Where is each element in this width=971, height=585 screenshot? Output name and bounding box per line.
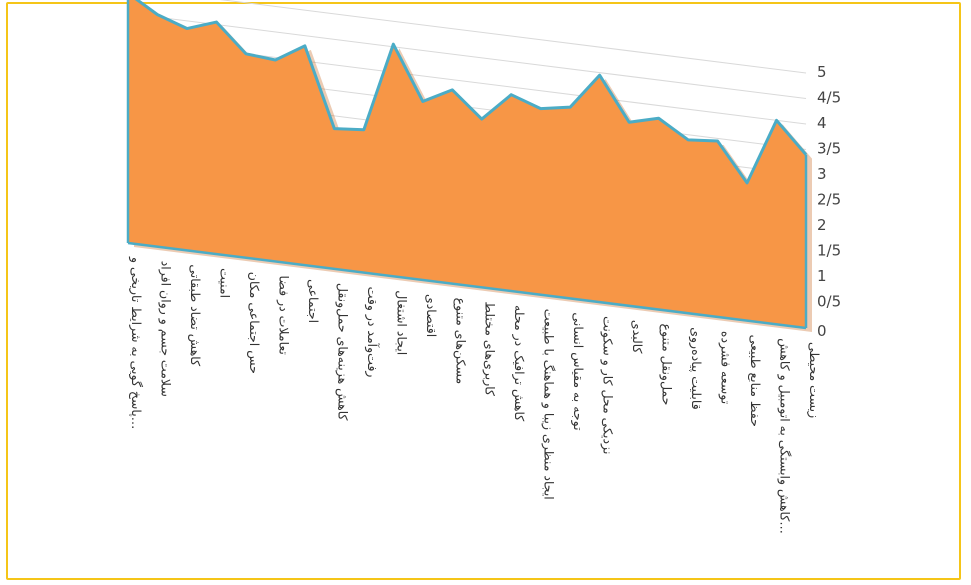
x-tick-label: کاهش هزینه‌های حمل‌ونقل [334, 283, 350, 421]
x-tick-label: کاهش ترافیک در محله [511, 305, 527, 421]
y-tick-label: 1 [817, 267, 827, 285]
x-tick-label: تعاملات در فضا [275, 275, 291, 355]
x-tick-label: کاهش تضاد طبقاتی [187, 264, 203, 366]
y-axis-ticks: 0 0/5 1 1/5 2 2/5 3 3/5 4 4/5 5 [817, 63, 841, 340]
x-tick-label: نزدیکی محل کار و سکونت [600, 316, 616, 454]
x-tick-label: قابلیت پیاده‌روی [688, 327, 704, 409]
x-tick-label: سلامت جسم و روان افراد [157, 261, 173, 397]
x-tick-label: رفت‌وآمد در وقت [364, 287, 380, 378]
x-tick-label: مسکن‌های متنوع [452, 298, 468, 385]
x-tick-label: توجه به مقیاس انسانی [570, 312, 586, 431]
x-tick-label: زیست محیطی [806, 342, 822, 418]
x-tick-label: پاسخ گویی به شرایط تاریخی و… [128, 256, 144, 429]
y-tick-label: 2 [817, 216, 827, 234]
x-tick-label: اقتصادی [424, 294, 439, 337]
area-fill [128, 0, 806, 328]
y-tick-label: 0/5 [817, 293, 841, 311]
x-tick-label: حفظ منابع طبیعی [748, 335, 763, 427]
y-tick-label: 1/5 [817, 242, 841, 260]
x-tick-label: حمل‌ونقل متنوع [659, 324, 675, 406]
y-tick-label: 3/5 [817, 140, 841, 158]
y-tick-label: 4 [817, 114, 827, 132]
x-tick-label: کاربری‌های مختلط [482, 301, 498, 396]
x-tick-label: حس اجتماعی مکان [246, 272, 262, 374]
x-tick-label: کالبدی [630, 320, 645, 354]
x-tick-label: ایجاد منظری زیبا و هماهنگ با طبیعت [541, 309, 557, 500]
area-baseline-edge [127, 241, 807, 330]
y-tick-label: 5 [817, 63, 827, 81]
area-top-edge [134, 0, 808, 185]
x-axis-ticks: پاسخ گویی به شرایط تاریخی و… سلامت جسم و … [128, 256, 822, 534]
x-tick-label: امنیت [217, 268, 232, 298]
y-tick-label: 3 [817, 165, 827, 183]
y-tick-label: 0 [817, 322, 827, 340]
x-tick-label: توسعه فشرده [718, 331, 734, 405]
y-tick-label: 2/5 [817, 191, 841, 209]
gridline [127, 13, 807, 99]
y-tick-label: 4/5 [817, 89, 841, 107]
x-tick-label: ایجاد اشتغال [394, 290, 409, 355]
area-series [126, 0, 812, 332]
gridline [219, 0, 807, 74]
x-tick-label: اجتماعی [306, 279, 321, 323]
x-tick-label: کاهش وابستگی به اتومبیل و کاهش… [777, 338, 793, 534]
